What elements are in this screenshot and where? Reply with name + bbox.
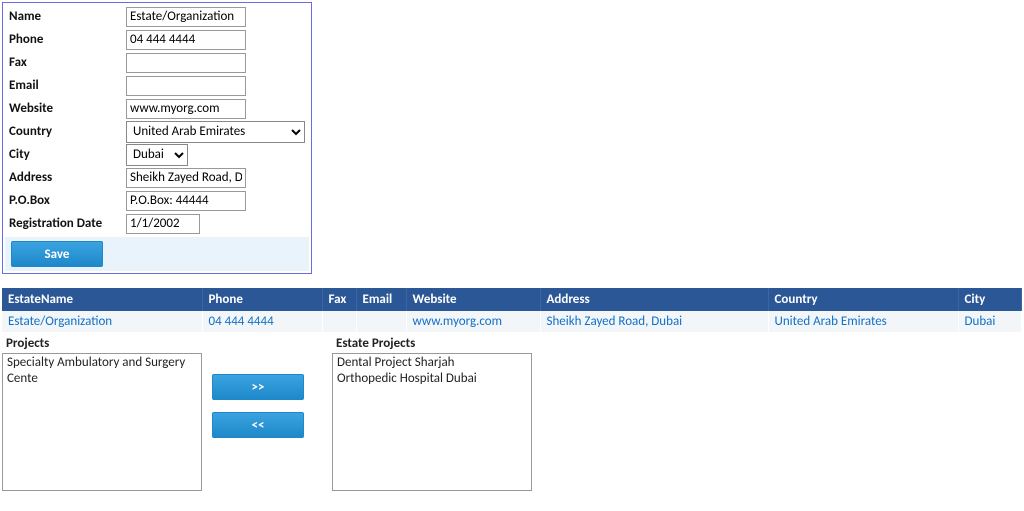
row-country: Country United Arab Emirates — [5, 120, 309, 143]
row-email: Email — [5, 74, 309, 97]
row-phone: Phone — [5, 28, 309, 51]
projects-label: Projects — [2, 334, 202, 353]
shuttle-buttons: >> << — [202, 334, 314, 491]
label-email: Email — [9, 78, 126, 93]
cell-address[interactable]: Sheikh Zayed Road, Dubai — [547, 314, 683, 329]
row-website: Website — [5, 97, 309, 120]
cell-fax — [322, 311, 356, 332]
estate-projects-listbox[interactable]: Dental Project Sharjah Orthopedic Hospit… — [332, 353, 532, 491]
input-name[interactable] — [126, 7, 246, 27]
cell-email — [356, 311, 406, 332]
label-website: Website — [9, 101, 126, 116]
cell-phone[interactable]: 04 444 4444 — [209, 314, 274, 329]
list-item[interactable]: Orthopedic Hospital Dubai — [337, 371, 527, 387]
label-address: Address — [9, 170, 126, 185]
row-address: Address — [5, 166, 309, 189]
row-pobox: P.O.Box — [5, 189, 309, 212]
move-right-button[interactable]: >> — [212, 374, 304, 400]
row-fax: Fax — [5, 51, 309, 74]
input-phone[interactable] — [126, 30, 246, 50]
row-name: Name — [5, 5, 309, 28]
select-city[interactable]: Dubai — [126, 144, 188, 166]
cell-city[interactable]: Dubai — [965, 314, 996, 329]
th-city: City — [958, 288, 1022, 311]
cell-estatename[interactable]: Estate/Organization — [8, 314, 112, 329]
cell-website[interactable]: www.myorg.com — [413, 314, 503, 329]
input-website[interactable] — [126, 99, 246, 119]
save-row: Save — [5, 237, 309, 271]
cell-country[interactable]: United Arab Emirates — [775, 314, 887, 329]
th-country: Country — [768, 288, 958, 311]
label-phone: Phone — [9, 32, 126, 47]
label-name: Name — [9, 9, 126, 24]
projects-right-col: Estate Projects Dental Project Sharjah O… — [332, 334, 532, 491]
move-left-button[interactable]: << — [212, 412, 304, 438]
input-fax[interactable] — [126, 53, 246, 73]
projects-left-col: Projects Specialty Ambulatory and Surger… — [2, 334, 202, 491]
input-regdate[interactable] — [126, 214, 200, 234]
organization-table: EstateName Phone Fax Email Website Addre… — [2, 288, 1022, 332]
label-country: Country — [9, 124, 126, 139]
label-regdate: Registration Date — [9, 216, 126, 231]
table-header-row: EstateName Phone Fax Email Website Addre… — [2, 288, 1022, 311]
table-row[interactable]: Estate/Organization 04 444 4444 www.myor… — [2, 311, 1022, 332]
list-item[interactable]: Specialty Ambulatory and Surgery Cente — [7, 355, 197, 387]
save-button[interactable]: Save — [11, 241, 103, 267]
input-email[interactable] — [126, 76, 246, 96]
input-address[interactable] — [126, 168, 246, 188]
th-address: Address — [540, 288, 768, 311]
organization-form: Name Phone Fax Email Website Country Uni… — [2, 2, 312, 274]
row-city: City Dubai — [5, 143, 309, 166]
th-fax: Fax — [322, 288, 356, 311]
projects-area: Projects Specialty Ambulatory and Surger… — [2, 334, 1022, 491]
estate-projects-label: Estate Projects — [332, 334, 532, 353]
th-email: Email — [356, 288, 406, 311]
select-country[interactable]: United Arab Emirates — [126, 121, 305, 143]
label-pobox: P.O.Box — [9, 193, 126, 208]
th-estatename: EstateName — [2, 288, 202, 311]
label-fax: Fax — [9, 55, 126, 70]
row-regdate: Registration Date — [5, 212, 309, 235]
th-website: Website — [406, 288, 540, 311]
th-phone: Phone — [202, 288, 322, 311]
input-pobox[interactable] — [126, 191, 246, 211]
label-city: City — [9, 147, 126, 162]
projects-listbox[interactable]: Specialty Ambulatory and Surgery Cente — [2, 353, 202, 491]
list-item[interactable]: Dental Project Sharjah — [337, 355, 527, 371]
